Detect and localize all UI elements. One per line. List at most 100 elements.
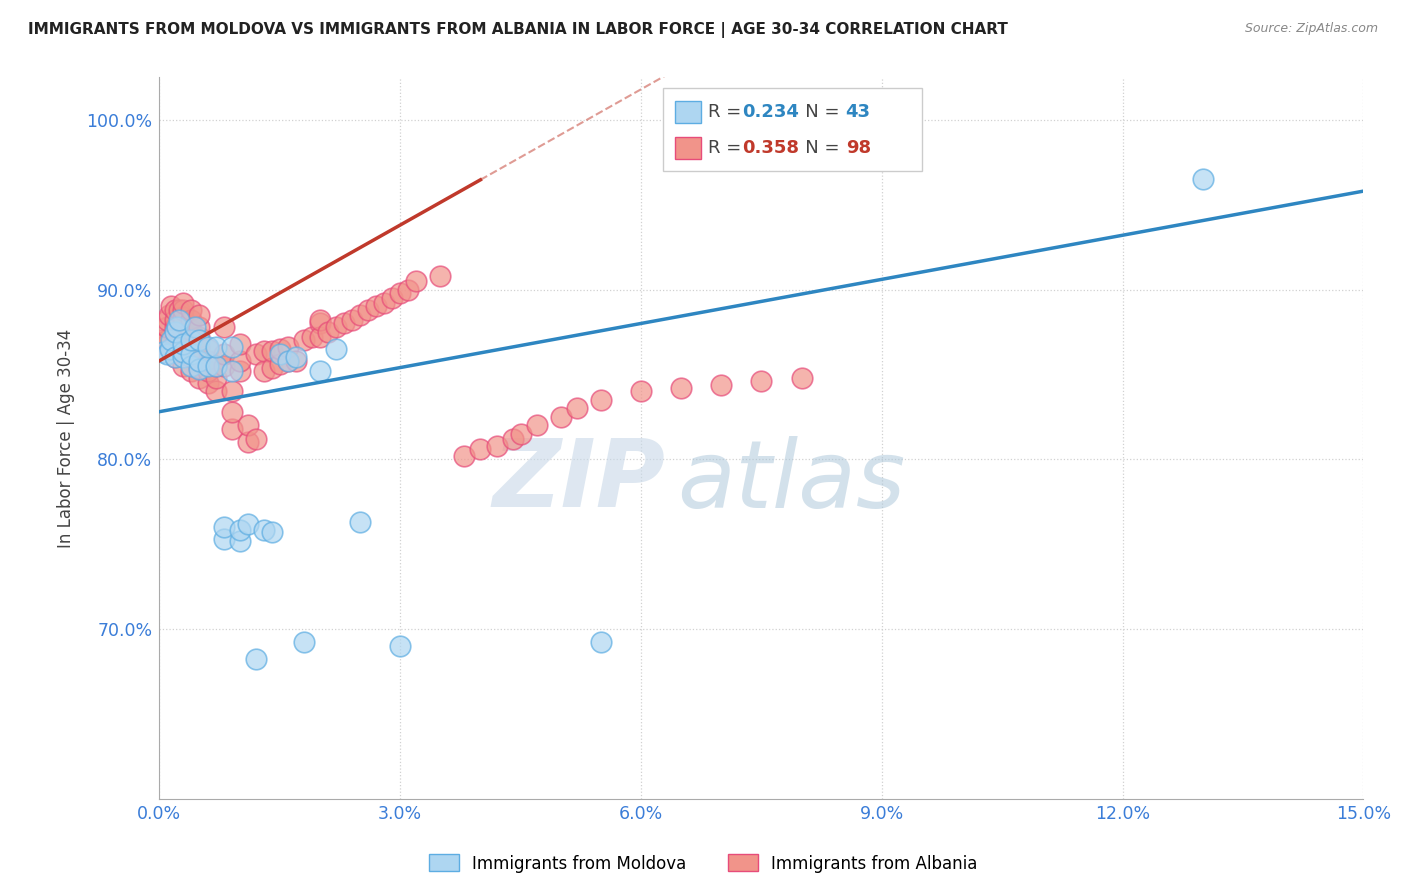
Point [204,370,226,384]
Point [172,336,194,351]
Point [212,359,235,373]
Point [180,347,202,361]
Point [156,319,179,334]
Point [485,439,508,453]
Text: R =: R = [709,103,748,121]
Point [204,384,226,399]
Point [152,345,174,359]
Point [253,364,276,378]
Point [349,308,371,322]
Point [221,364,243,378]
Point [159,342,181,356]
Point [325,342,347,356]
FancyBboxPatch shape [662,88,921,171]
Point [188,360,211,375]
Point [212,319,235,334]
Point [381,291,404,305]
Point [172,359,194,373]
Point [589,635,612,649]
Point [165,325,187,339]
Point [509,426,531,441]
Point [277,353,299,368]
Point [172,317,194,331]
Point [165,351,187,365]
Point [284,353,307,368]
Point [165,319,187,334]
Point [221,422,243,436]
Point [157,308,180,322]
Point [197,353,219,368]
Point [172,347,194,361]
Point [349,515,371,529]
Point [221,405,243,419]
Point [325,319,347,334]
Point [253,524,276,538]
Point [277,340,299,354]
Point [630,384,652,399]
Point [292,334,315,348]
Point [197,376,219,390]
Point [188,340,211,354]
Point [550,409,572,424]
Point [188,330,211,344]
Point [188,308,211,322]
Point [236,435,259,450]
Point [180,351,202,365]
Point [156,334,179,348]
Point [188,353,211,368]
Point [228,524,250,538]
Point [165,336,187,351]
Point [180,342,202,356]
Point [470,442,492,456]
Point [188,334,211,348]
Legend: Immigrants from Moldova, Immigrants from Albania: Immigrants from Moldova, Immigrants from… [422,847,984,880]
Point [228,336,250,351]
Point [188,370,211,384]
Point [172,351,194,365]
Point [373,296,395,310]
Point [212,520,235,534]
Point [165,351,187,365]
Point [156,347,179,361]
Text: 0.358: 0.358 [742,139,799,157]
Point [156,336,179,351]
Point [316,325,339,339]
Point [453,449,475,463]
Point [309,330,332,344]
Point [396,283,419,297]
Text: IMMIGRANTS FROM MOLDOVA VS IMMIGRANTS FROM ALBANIA IN LABOR FORCE | AGE 30-34 CO: IMMIGRANTS FROM MOLDOVA VS IMMIGRANTS FR… [28,22,1008,38]
Point [429,268,451,283]
Text: 98: 98 [845,139,870,157]
Point [152,336,174,351]
Point [333,317,356,331]
Point [204,359,226,373]
Point [245,432,267,446]
Point [165,325,187,339]
Text: R =: R = [709,139,748,157]
Point [502,432,524,446]
Point [1192,172,1215,186]
Y-axis label: In Labor Force | Age 30-34: In Labor Force | Age 30-34 [58,328,75,548]
Point [565,401,588,416]
Point [870,112,893,127]
Point [169,313,191,327]
Point [389,639,412,653]
Point [197,340,219,354]
Point [236,418,259,433]
Point [405,274,427,288]
Text: Source: ZipAtlas.com: Source: ZipAtlas.com [1244,22,1378,36]
Point [269,357,291,371]
Point [309,364,332,378]
Point [751,374,773,388]
Point [269,342,291,356]
Point [204,359,226,373]
Point [180,323,202,337]
Point [253,343,276,358]
Point [589,392,612,407]
Point [188,351,211,365]
Point [284,351,307,365]
Point [197,342,219,356]
Point [180,334,202,348]
Point [166,319,188,334]
Point [340,313,363,327]
